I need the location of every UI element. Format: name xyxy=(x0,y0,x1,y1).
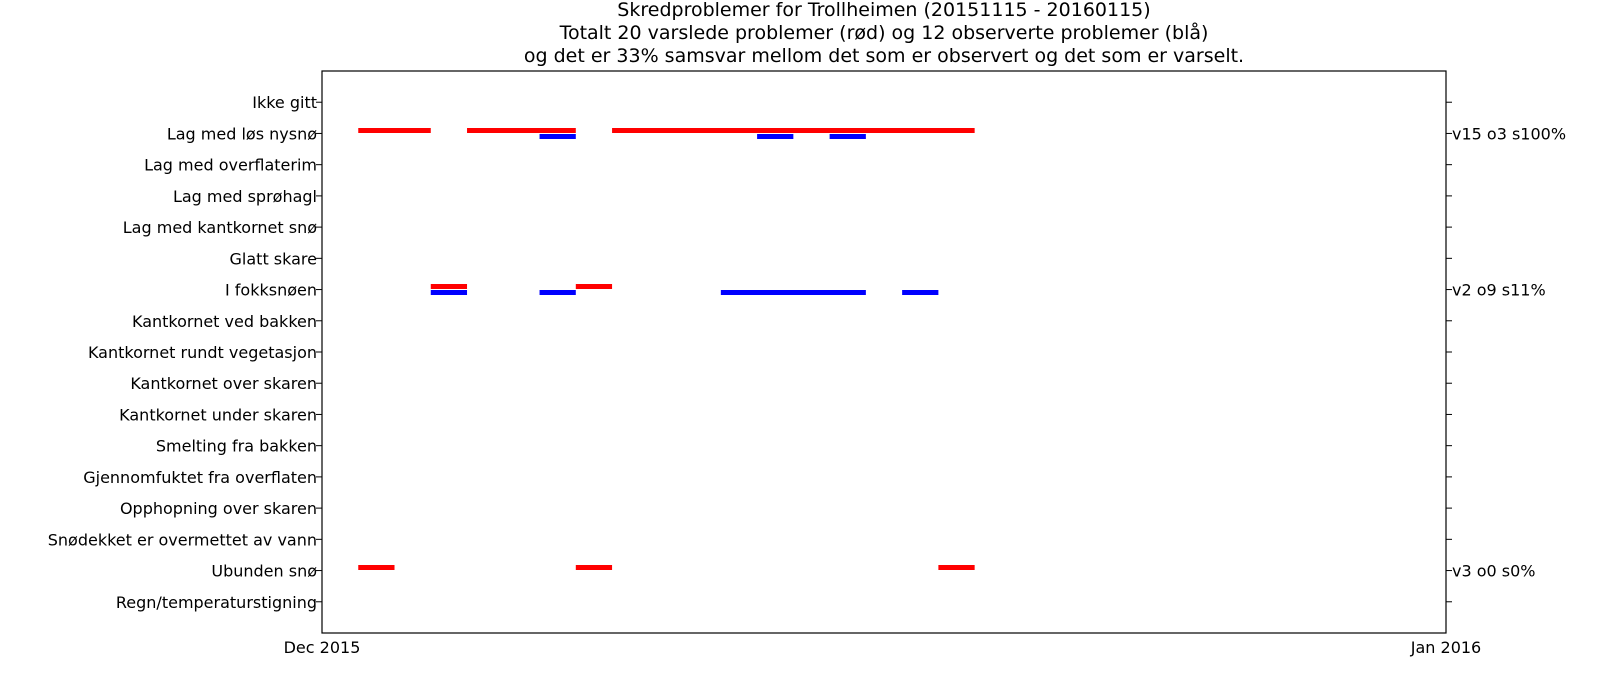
bars xyxy=(358,127,975,571)
category-label: Kantkornet over skaren xyxy=(130,374,317,393)
chart-title-line-2: Totalt 20 varslede problemer (rød) og 12… xyxy=(559,21,1209,44)
category-labels: Ikke gitt Lag med løs nysnø Lag med overfl… xyxy=(48,93,317,612)
chart-title: Skredproblemer for Trollheimen (20151115… xyxy=(524,0,1244,67)
chart-title-line-3: og det er 33% samsvar mellom det som er … xyxy=(524,45,1244,67)
chart-title-line-1: Skredproblemer for Trollheimen (20151115… xyxy=(617,0,1150,21)
category-label: Lag med løs nysnø xyxy=(167,124,317,143)
category-label: Glatt skare xyxy=(230,249,317,268)
category-label: Lag med kantkornet snø xyxy=(123,218,317,237)
category-label: Regn/temperaturstigning xyxy=(116,593,317,612)
category-label: Kantkornet under skaren xyxy=(119,405,317,424)
category-label: I fokksnøen xyxy=(225,281,317,300)
category-label: Smelting fra bakken xyxy=(156,437,317,456)
category-label: Snødekket er overmettet av vann xyxy=(48,530,317,549)
plot-frame xyxy=(321,70,1447,634)
category-label: Kantkornet rundt vegetasjon xyxy=(88,343,317,362)
category-label: Opphopning over skaren xyxy=(120,499,317,518)
x-tick-label: Jan 2016 xyxy=(1410,638,1481,657)
category-label: Gjennomfuktet fra overflaten xyxy=(83,468,317,487)
x-tick-labels: Dec 2015 Jan 2016 xyxy=(284,638,1482,657)
category-label: Ubunden snø xyxy=(211,562,317,581)
category-label: Kantkornet ved bakken xyxy=(132,312,317,331)
category-label: Lag med overflaterim xyxy=(144,156,317,175)
axis-ticks xyxy=(316,71,1452,633)
right-summary-labels: v15 o3 s100% v2 o9 s11% v3 o0 s0% xyxy=(1452,124,1566,580)
summary-label: v2 o9 s11% xyxy=(1452,281,1546,300)
category-label: Ikke gitt xyxy=(252,93,317,112)
summary-label: v15 o3 s100% xyxy=(1452,124,1566,143)
x-tick-label: Dec 2015 xyxy=(284,638,361,657)
summary-label: v3 o0 s0% xyxy=(1452,562,1536,581)
category-label: Lag med sprøhagl xyxy=(173,187,317,206)
